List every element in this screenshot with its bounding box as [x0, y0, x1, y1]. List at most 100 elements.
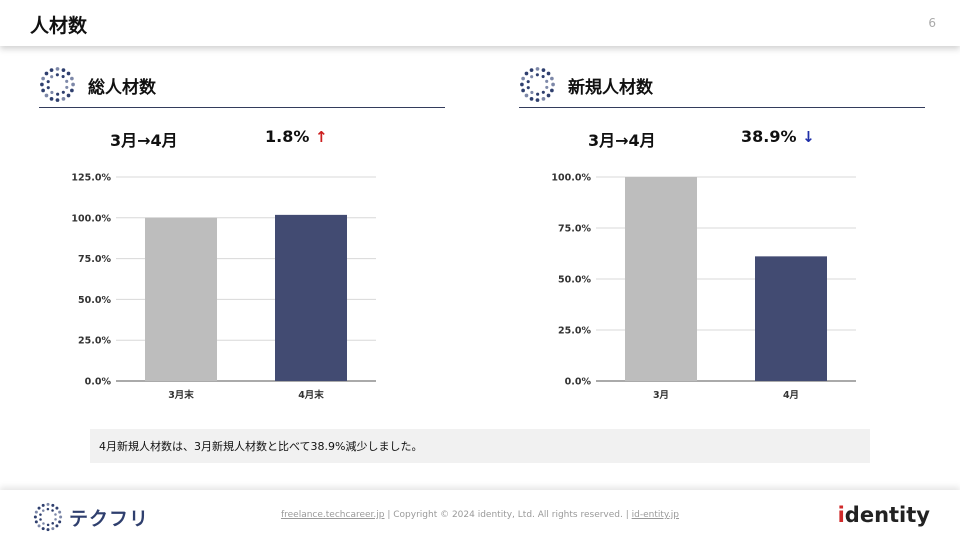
- section-title: 新規人材数: [568, 78, 653, 98]
- kpi-change-value: 38.9%: [741, 127, 797, 146]
- logo-dot: [529, 97, 534, 101]
- y-tick-label: 50.0%: [558, 275, 591, 286]
- page-title: 人材数: [30, 15, 88, 37]
- logo-dot: [33, 515, 37, 519]
- logo-dot: [71, 82, 75, 87]
- logo-dot: [54, 518, 57, 521]
- identity-logo-i: i: [837, 503, 845, 527]
- y-tick-label: 25.0%: [78, 336, 111, 347]
- page-number: 6: [928, 16, 936, 30]
- logo-dot: [61, 68, 66, 72]
- y-tick-label: 0.0%: [565, 377, 592, 388]
- logo-dot: [41, 527, 45, 531]
- logo-dot: [54, 513, 57, 516]
- section-title: 総人材数: [88, 78, 156, 98]
- logo-dot: [58, 520, 62, 524]
- logo-dot: [55, 506, 59, 510]
- logo-dot: [551, 82, 555, 87]
- logo-dot: [521, 76, 525, 81]
- y-tick-label: 75.0%: [558, 224, 591, 235]
- logo-dot: [50, 75, 54, 79]
- logo-dot: [37, 524, 41, 528]
- logo-dot: [39, 513, 42, 516]
- chart-total-talent: 0.0% 25.0% 50.0% 75.0% 100.0% 125.0% 3月末 4月末: [60, 165, 390, 401]
- logo-dot: [70, 76, 74, 81]
- bar: [755, 256, 827, 381]
- section-new-talent: 新規人材数: [519, 64, 925, 108]
- page-footer: テクフリ freelance.techcareer.jp | Copyright…: [0, 490, 960, 540]
- kpi-change: 1.8% ↑: [265, 127, 328, 146]
- logo-dot: [61, 74, 65, 79]
- dot-ring-logo-icon: [520, 67, 555, 102]
- logo-dot: [545, 79, 549, 83]
- logo-dot: [51, 509, 54, 512]
- logo-dot: [59, 515, 63, 519]
- kpi-change-value: 1.8%: [265, 127, 310, 146]
- logo-dot: [51, 503, 55, 507]
- arrow-up-icon: ↑: [314, 128, 328, 146]
- techfuri-logo-icon: [33, 502, 63, 532]
- bar: [625, 177, 697, 381]
- logo-dot: [66, 71, 71, 76]
- bar-chart-new: 0.0% 25.0% 50.0% 75.0% 100.0% 3月 4月: [551, 173, 856, 401]
- copyright-line: freelance.techcareer.jp | Copyright © 20…: [0, 510, 960, 520]
- y-tick-label: 125.0%: [71, 173, 111, 184]
- logo-dot: [536, 92, 540, 96]
- identity-link[interactable]: id-entity.jp: [631, 510, 680, 520]
- section-total-talent: 総人材数: [39, 64, 445, 108]
- logo-dot: [541, 68, 546, 72]
- logo-dot: [520, 82, 524, 87]
- logo-dot: [46, 507, 50, 511]
- bar: [275, 214, 347, 381]
- logo-dot: [65, 79, 69, 83]
- bar: [145, 217, 217, 381]
- logo-dot: [37, 506, 41, 510]
- logo-dot: [546, 71, 551, 76]
- kpi-row-new: 3月→4月 38.9% ↓: [588, 127, 918, 150]
- logo-dot: [66, 93, 71, 98]
- logo-dot: [55, 98, 60, 102]
- kpi-period: 3月→4月: [110, 131, 178, 150]
- logo-dot: [521, 88, 525, 93]
- logo-dot: [61, 90, 65, 94]
- logo-dot: [546, 93, 551, 98]
- page-header: 人材数 6: [0, 0, 960, 46]
- logo-dot: [51, 522, 54, 525]
- logo-dot: [41, 76, 45, 81]
- logo-dot: [550, 88, 554, 93]
- y-tick-label: 0.0%: [85, 377, 112, 388]
- y-tick-label: 75.0%: [78, 254, 111, 265]
- logo-dot: [55, 73, 59, 77]
- logo-dot: [530, 90, 534, 95]
- logo-dot: [530, 75, 534, 79]
- chart-new-talent: 0.0% 25.0% 50.0% 75.0% 100.0% 3月 4月: [540, 165, 870, 401]
- brand-name: テクフリ: [69, 508, 150, 530]
- logo-dot: [44, 71, 49, 76]
- logo-dot: [46, 528, 50, 532]
- logo-dot: [46, 86, 50, 90]
- logo-dot: [541, 90, 545, 94]
- logo-dot: [56, 92, 60, 96]
- kpi-row-total: 3月→4月 1.8% ↑: [110, 127, 440, 150]
- identity-logo-rest: dentity: [844, 503, 930, 527]
- y-tick-label: 50.0%: [78, 295, 111, 306]
- techcareer-link[interactable]: freelance.techcareer.jp: [280, 510, 385, 520]
- section-header: 新規人材数: [519, 64, 925, 108]
- logo-dot: [58, 510, 62, 514]
- logo-dot: [42, 509, 45, 512]
- dot-ring-logo-icon: [40, 67, 75, 102]
- logo-dot: [46, 502, 50, 506]
- logo-dot: [46, 80, 50, 84]
- identity-logo: identity: [838, 503, 930, 527]
- x-tick-label: 3月: [653, 390, 669, 401]
- logo-dot: [41, 88, 45, 93]
- logo-dot: [41, 503, 45, 507]
- logo-dot: [39, 518, 42, 521]
- logo-dot: [49, 68, 54, 72]
- logo-dot: [535, 67, 540, 71]
- x-tick-label: 3月末: [168, 389, 194, 401]
- section-header: 総人材数: [39, 64, 445, 108]
- y-tick-label: 25.0%: [558, 326, 591, 337]
- logo-dot: [34, 510, 38, 514]
- copyright-text: | Copyright © 2024 identity, Ltd. All ri…: [384, 510, 632, 520]
